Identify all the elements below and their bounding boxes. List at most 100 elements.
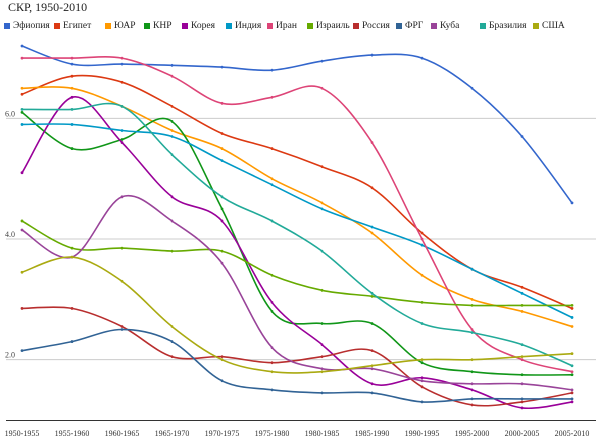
data-point xyxy=(470,303,474,307)
data-point xyxy=(320,391,324,395)
data-point xyxy=(570,400,574,404)
data-point xyxy=(220,159,224,163)
data-point xyxy=(120,129,124,132)
data-point xyxy=(370,322,374,325)
data-point xyxy=(570,370,574,374)
data-point xyxy=(120,328,124,331)
series-line xyxy=(21,45,573,204)
data-point xyxy=(170,74,174,78)
x-tick-label: 1965-1970 xyxy=(155,429,190,438)
data-point xyxy=(20,92,24,96)
data-point xyxy=(170,219,174,223)
data-point xyxy=(270,370,274,374)
legend-label: Израиль xyxy=(316,21,350,31)
data-point xyxy=(20,44,24,48)
data-point xyxy=(220,358,224,362)
data-point xyxy=(320,288,324,292)
data-point xyxy=(370,225,374,229)
data-point xyxy=(170,63,174,67)
legend-item[interactable]: Россия xyxy=(353,21,390,31)
x-tick-label: 1955-1960 xyxy=(55,429,90,438)
data-point xyxy=(520,310,524,313)
legend-item[interactable]: Бразилия xyxy=(480,21,526,31)
data-point xyxy=(320,207,324,211)
data-point xyxy=(70,107,74,111)
data-point xyxy=(270,147,274,150)
data-point xyxy=(20,171,24,175)
legend-label: Корея xyxy=(191,21,215,31)
legend-swatch xyxy=(353,23,359,29)
data-point xyxy=(520,291,524,295)
legend-item[interactable]: Куба xyxy=(431,21,459,31)
data-point xyxy=(470,358,474,362)
data-point xyxy=(170,129,174,132)
data-point xyxy=(20,270,24,274)
data-point xyxy=(220,379,224,383)
data-point xyxy=(320,249,324,253)
data-point xyxy=(70,62,74,66)
data-point xyxy=(270,219,274,223)
data-point xyxy=(470,86,474,90)
series-line xyxy=(21,123,573,319)
x-tick-label: 1985-1990 xyxy=(355,429,390,438)
legend-label: КНР xyxy=(153,21,172,31)
series-line xyxy=(21,256,573,374)
legend-item[interactable]: Египет xyxy=(54,21,91,31)
data-point xyxy=(170,120,174,123)
data-point xyxy=(320,355,324,359)
legend-swatch xyxy=(431,23,437,29)
data-point xyxy=(70,123,74,126)
data-point xyxy=(120,104,124,108)
series-line xyxy=(21,74,573,310)
data-point xyxy=(270,273,274,277)
data-point xyxy=(470,297,474,301)
data-point xyxy=(520,303,524,307)
data-point xyxy=(70,95,74,99)
data-point xyxy=(570,316,574,319)
data-point xyxy=(270,300,274,304)
data-point xyxy=(270,346,274,350)
legend-item[interactable]: Корея xyxy=(182,21,215,31)
data-point xyxy=(320,59,324,63)
data-point xyxy=(170,195,174,199)
data-point xyxy=(120,138,124,141)
data-point xyxy=(120,56,124,60)
chart-legend: Эфиопия Египет ЮАР КНР Корея Индия Иран Израиль… xyxy=(4,21,596,35)
legend-item[interactable]: Иран xyxy=(267,21,297,31)
data-point xyxy=(570,397,574,401)
data-point xyxy=(120,80,124,84)
data-point xyxy=(570,201,574,205)
data-point xyxy=(570,373,574,377)
series-line xyxy=(21,220,573,307)
data-point xyxy=(420,300,424,304)
data-point xyxy=(370,364,374,368)
legend-item[interactable]: Эфиопия xyxy=(4,21,50,31)
data-point xyxy=(520,285,524,289)
data-point xyxy=(470,403,474,407)
legend-item[interactable]: ЮАР xyxy=(105,21,136,31)
data-point xyxy=(420,56,424,60)
data-point xyxy=(370,291,374,295)
data-point xyxy=(570,307,574,310)
data-point xyxy=(20,123,24,126)
data-point xyxy=(70,56,74,60)
x-tick-label: 2005-2010 xyxy=(555,429,590,438)
legend-swatch xyxy=(533,23,539,29)
data-point xyxy=(320,322,324,325)
data-point xyxy=(420,400,424,404)
legend-item[interactable]: КНР xyxy=(144,21,171,31)
legend-label: Бразилия xyxy=(489,21,527,31)
data-point xyxy=(470,388,474,392)
data-point xyxy=(470,328,474,331)
legend-item[interactable]: США xyxy=(533,21,565,31)
data-point xyxy=(570,391,574,395)
data-point xyxy=(370,391,374,395)
legend-item[interactable]: Индия xyxy=(226,21,261,31)
data-point xyxy=(420,243,424,247)
data-point xyxy=(120,325,124,328)
x-tick-label: 2000-2005 xyxy=(505,429,540,438)
legend-item[interactable]: ФРГ xyxy=(396,21,423,31)
data-point xyxy=(370,367,374,371)
data-point xyxy=(470,397,474,401)
legend-item[interactable]: Израиль xyxy=(307,21,350,31)
